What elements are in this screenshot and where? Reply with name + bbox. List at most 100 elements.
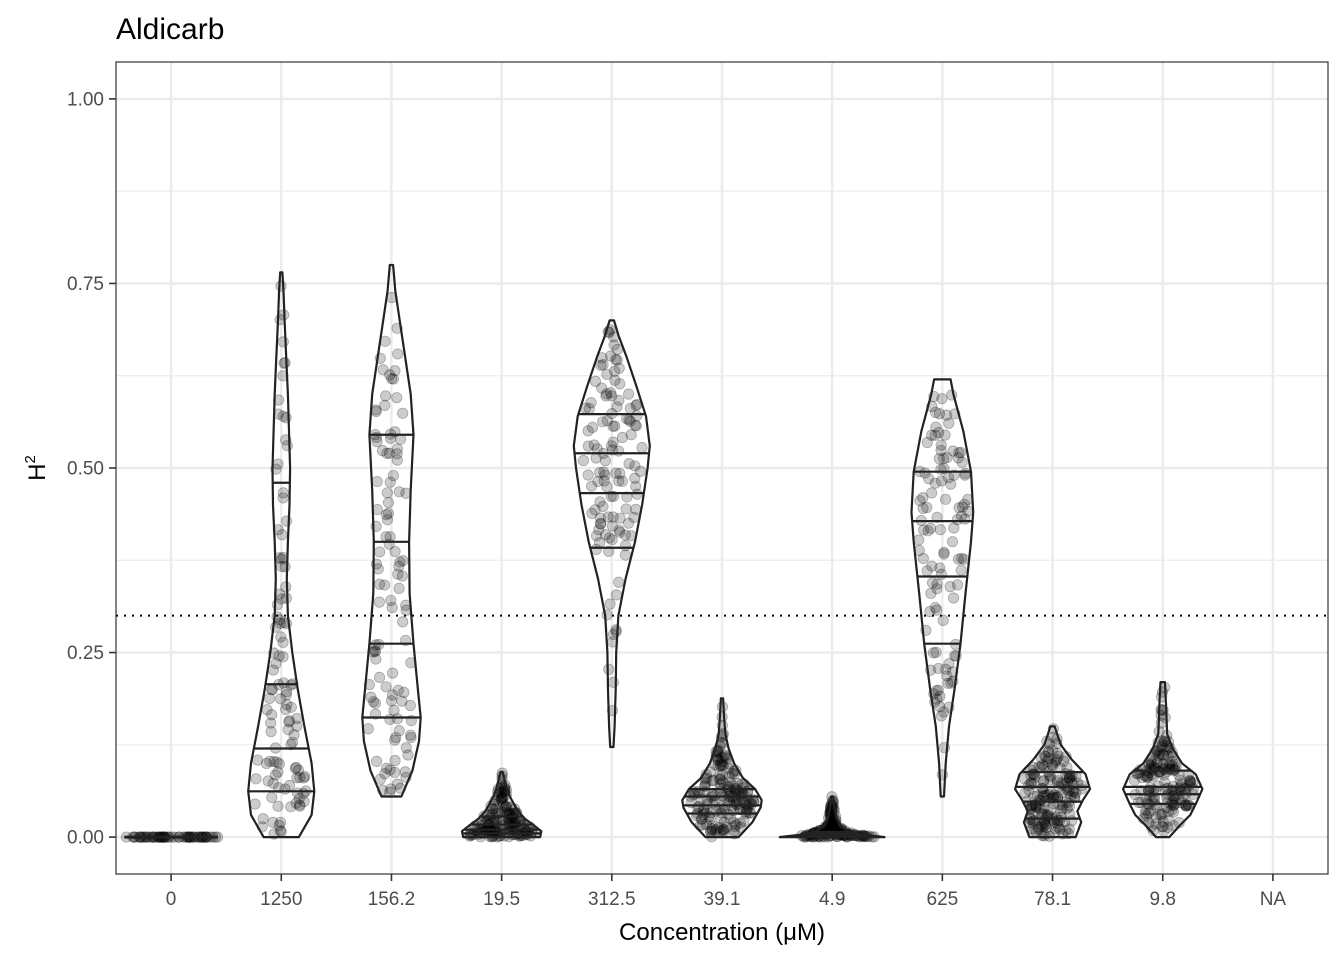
- data-point: [613, 576, 625, 588]
- data-point: [605, 350, 617, 362]
- data-point: [280, 689, 292, 701]
- data-point: [1141, 771, 1153, 784]
- data-point: [1042, 809, 1054, 821]
- data-point: [713, 822, 725, 834]
- data-point: [621, 491, 633, 503]
- data-point: [597, 358, 609, 371]
- data-point: [1139, 808, 1151, 820]
- data-point: [1032, 821, 1045, 833]
- data-point: [1051, 747, 1063, 760]
- data-point: [738, 815, 750, 827]
- data-point: [599, 529, 612, 541]
- data-point: [266, 709, 278, 721]
- data-point: [370, 653, 382, 665]
- data-point: [291, 772, 303, 784]
- data-point: [926, 577, 939, 589]
- data-point: [597, 416, 609, 428]
- data-point: [586, 480, 598, 492]
- data-point: [941, 409, 953, 421]
- grid-major: [116, 62, 1328, 874]
- data-point: [370, 639, 382, 651]
- data-point: [605, 440, 618, 452]
- data-point: [1157, 758, 1170, 770]
- data-point: [590, 452, 602, 464]
- data-point: [593, 536, 606, 549]
- violin-78.1: [1014, 725, 1092, 839]
- data-point: [940, 663, 952, 675]
- y-tick-label: 0.25: [67, 643, 104, 664]
- data-point: [625, 429, 637, 441]
- data-point: [608, 365, 621, 377]
- data-point: [369, 645, 381, 657]
- data-point: [391, 392, 403, 404]
- data-point: [634, 465, 647, 477]
- data-point: [251, 754, 264, 766]
- data-point: [1049, 822, 1061, 834]
- data-point: [601, 415, 613, 427]
- data-point: [497, 799, 510, 811]
- data-point: [937, 614, 949, 626]
- data-point: [495, 793, 507, 805]
- data-point: [693, 801, 705, 813]
- data-point: [694, 819, 706, 832]
- data-point: [624, 415, 636, 427]
- data-point: [958, 498, 970, 510]
- data-point: [613, 524, 625, 536]
- data-point: [280, 581, 292, 593]
- data-point: [712, 760, 724, 772]
- data-point: [956, 552, 968, 564]
- data-point: [595, 517, 607, 530]
- data-point: [506, 812, 518, 824]
- data-point: [397, 555, 409, 567]
- data-point: [500, 800, 512, 813]
- data-point: [734, 817, 746, 829]
- data-point: [267, 777, 279, 789]
- data-point: [629, 419, 641, 431]
- data-point: [1156, 807, 1168, 820]
- data-point: [391, 713, 404, 725]
- data-point: [379, 768, 391, 780]
- data-point: [930, 685, 942, 697]
- data-point: [611, 401, 623, 413]
- data-point: [264, 755, 276, 767]
- data-point: [299, 770, 311, 783]
- data-point: [394, 556, 406, 568]
- data-point: [1048, 789, 1060, 801]
- data-point: [273, 650, 285, 662]
- data-point: [278, 677, 290, 689]
- data-point: [826, 818, 838, 830]
- violin-312.5: [572, 319, 651, 749]
- x-tick-label: NA: [1260, 889, 1287, 910]
- data-point: [281, 699, 293, 711]
- data-point: [636, 442, 648, 454]
- data-point: [365, 691, 377, 703]
- data-point: [250, 773, 262, 785]
- data-point: [399, 766, 411, 778]
- data-point: [390, 732, 402, 744]
- data-point: [919, 467, 931, 479]
- data-point: [269, 769, 282, 781]
- data-point: [476, 820, 488, 832]
- data-point: [955, 564, 967, 576]
- data-point: [1039, 816, 1051, 829]
- data-point: [275, 631, 287, 643]
- data-point: [290, 761, 302, 773]
- data-point: [613, 475, 625, 487]
- violin-4.9: [778, 795, 886, 839]
- data-point: [706, 824, 718, 836]
- data-point: [1147, 825, 1159, 837]
- x-tick-label: 625: [927, 889, 959, 910]
- data-point: [952, 452, 964, 464]
- data-point: [707, 774, 719, 786]
- data-point: [582, 440, 594, 452]
- data-point: [294, 800, 306, 812]
- data-point: [723, 762, 735, 774]
- data-point: [934, 690, 946, 702]
- data-point: [600, 390, 612, 402]
- data-point: [1040, 821, 1053, 834]
- y-axis: 0.00 0.25 0.50 0.75 1.00: [67, 89, 116, 849]
- data-point: [706, 823, 718, 835]
- data-point: [1170, 789, 1182, 801]
- data-point: [289, 762, 302, 774]
- data-point: [398, 686, 410, 698]
